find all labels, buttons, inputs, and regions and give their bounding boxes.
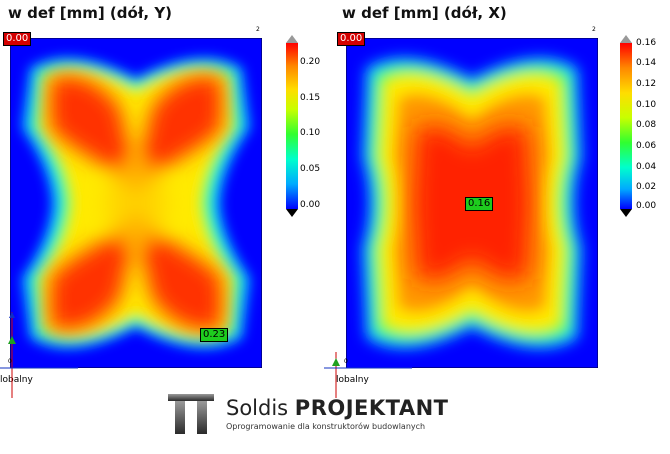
cbar-tick: 0.04: [636, 162, 657, 172]
logo-tagline: Oprogramowanie dla konstruktorów budowla…: [226, 422, 426, 431]
cbar-tick: 0.00: [636, 201, 657, 211]
axis-system-label: lobalny: [336, 375, 369, 385]
corner-value-box: 0.00: [337, 32, 366, 46]
cbar-tick: 0.15: [300, 93, 321, 103]
soldis-logo-icon: [168, 394, 214, 434]
corner-node-bottom: 0: [8, 358, 12, 365]
logo-brand-bold: PROJEKTANT: [294, 396, 449, 420]
max-value-box: 0.16: [465, 197, 494, 211]
axis-triad-icon: [0, 312, 78, 398]
colorbar-y: [284, 35, 300, 221]
soldis-logo: Soldis PROJEKTANT Oprogramowanie dla kon…: [168, 392, 468, 436]
plot-title-x: w def [mm] (dół, X): [342, 4, 507, 22]
cbar-tick: 0.06: [636, 141, 657, 151]
plot-title-y: w def [mm] (dół, Y): [8, 4, 173, 22]
cbar-tick: 0.20: [300, 57, 321, 67]
max-value-box: 0.23: [200, 328, 229, 342]
corner-node-top: 2: [592, 26, 596, 33]
cbar-tick: 0.05: [300, 164, 321, 174]
cbar-tick: 0.10: [300, 128, 321, 138]
colorbar-x: [618, 35, 634, 221]
cbar-tick: 0.14: [636, 58, 657, 68]
cbar-tick: 0.08: [636, 120, 657, 130]
logo-brand: Soldis PROJEKTANT: [226, 396, 449, 420]
logo-brand-light: Soldis: [226, 396, 295, 420]
axis-system-label: lobalny: [0, 375, 33, 385]
cbar-tick: 0.02: [636, 182, 657, 192]
corner-node-bottom: 0: [344, 358, 348, 365]
cbar-tick: 0.16: [636, 38, 657, 48]
cbar-tick: 0.12: [636, 79, 657, 89]
corner-value-box: 0.00: [3, 32, 32, 46]
cbar-tick: 0.10: [636, 100, 657, 110]
cbar-tick: 0.00: [300, 200, 321, 210]
deflection-map-y: [10, 38, 262, 368]
deflection-map-x: [346, 38, 598, 368]
corner-node-top: 2: [256, 26, 260, 33]
axis-triad-icon: [324, 352, 412, 398]
